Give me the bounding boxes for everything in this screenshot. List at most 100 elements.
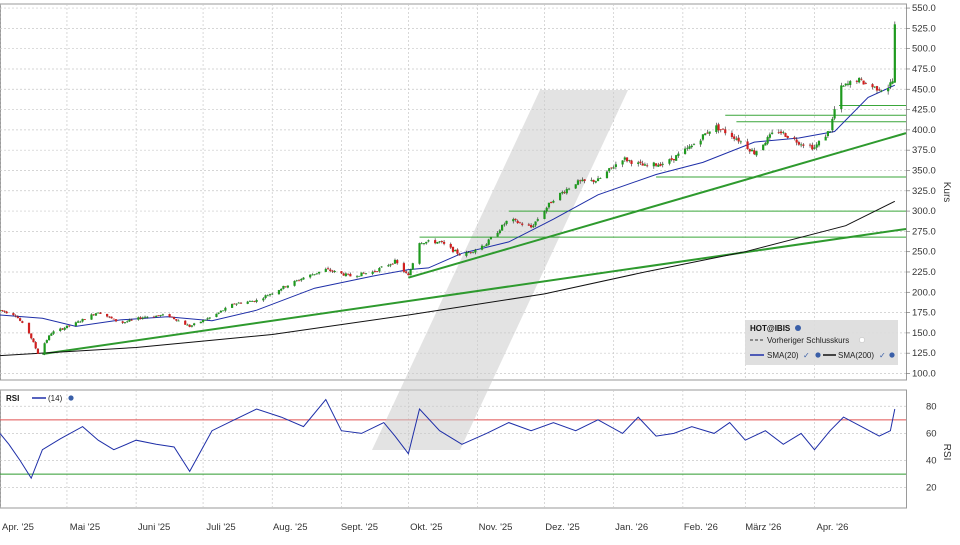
rsi-tick-label: 80 — [926, 401, 937, 412]
candle-body — [559, 192, 562, 201]
candle-body — [708, 131, 711, 134]
candle-body — [469, 251, 472, 253]
candle-body — [592, 179, 595, 182]
prev-close-toggle-icon[interactable] — [859, 337, 865, 343]
candle-body — [204, 319, 207, 321]
candle-body — [255, 299, 258, 302]
candlesticks — [0, 21, 896, 356]
candle-body — [277, 290, 281, 295]
rsi-settings-icon[interactable] — [68, 395, 74, 401]
candle-body — [186, 324, 189, 326]
time-tick-label: Juni '25 — [138, 522, 170, 533]
candle-body — [235, 303, 238, 305]
candle-body — [753, 150, 756, 155]
candle-body — [505, 220, 508, 224]
candle-body — [407, 273, 410, 276]
legend-sma200: SMA(200) — [838, 351, 874, 360]
candle-body — [373, 271, 376, 273]
candle-body — [639, 161, 642, 163]
candle-body — [92, 314, 95, 316]
candle-body — [106, 313, 109, 317]
candle-body — [297, 280, 301, 282]
candle-body — [784, 133, 787, 137]
candle-body — [77, 321, 80, 323]
price-legend: HOT@IBIS Vorheriger Schlusskurs SMA(20) … — [745, 320, 898, 365]
candle-body — [833, 109, 836, 119]
candle-body — [18, 318, 22, 321]
candle-body — [302, 277, 305, 280]
candle-body — [771, 132, 774, 134]
candle-body — [90, 314, 93, 320]
candle-body — [831, 118, 834, 131]
candle-body — [739, 141, 742, 143]
sma200-check-icon[interactable]: ✓ — [879, 351, 886, 360]
candle-body — [842, 85, 845, 87]
candle-body — [112, 318, 115, 320]
candle-body — [143, 316, 147, 318]
candle-body — [123, 322, 127, 323]
candle-body — [652, 162, 655, 167]
candle-body — [880, 90, 883, 92]
candle-body — [844, 83, 847, 86]
candle-body — [83, 319, 86, 321]
candle-body — [467, 252, 470, 254]
candle-body — [52, 331, 55, 334]
time-tick-label: März '26 — [745, 522, 781, 533]
sma200-settings-icon[interactable] — [889, 352, 895, 358]
candle-body — [875, 86, 879, 91]
candle-body — [750, 149, 754, 152]
candle-body — [427, 240, 430, 242]
candle-body — [355, 276, 359, 278]
candle-body — [661, 163, 664, 165]
candle-body — [717, 124, 720, 131]
candle-body — [313, 274, 316, 276]
candle-body — [43, 343, 46, 355]
sma20-check-icon[interactable]: ✓ — [803, 351, 810, 360]
price-tick-label: 350.0 — [912, 165, 936, 176]
candle-body — [846, 83, 850, 85]
candle-body — [855, 80, 859, 82]
time-tick-label: Jan. '26 — [615, 522, 648, 533]
candle-body — [683, 148, 687, 154]
candle-body — [458, 254, 461, 256]
candle-body — [188, 324, 191, 327]
candle-body — [14, 315, 17, 317]
candle-body — [721, 128, 725, 130]
candle-body — [239, 302, 243, 304]
candle-body — [889, 82, 892, 87]
candle-body — [521, 223, 524, 225]
candle-body — [438, 241, 441, 243]
candle-body — [63, 327, 66, 330]
candle-body — [817, 141, 821, 146]
candle-body — [483, 246, 486, 247]
time-tick-label: Apr. '25 — [2, 522, 34, 533]
sma20-settings-icon[interactable] — [815, 352, 821, 358]
candle-body — [690, 145, 693, 148]
candle-body — [30, 333, 33, 339]
candle-body — [146, 316, 149, 318]
legend-instrument: HOT@IBIS — [750, 324, 791, 333]
moving-averages — [0, 84, 896, 357]
instrument-info-icon[interactable] — [795, 325, 801, 331]
candle-body — [777, 132, 780, 134]
candle-body — [21, 321, 24, 323]
candle-body — [251, 301, 254, 302]
candle-body — [409, 269, 412, 276]
candle-body — [612, 167, 615, 169]
candle-body — [418, 243, 421, 264]
candle-body — [172, 317, 176, 320]
candle-body — [768, 134, 771, 138]
candle-body — [590, 179, 593, 181]
candle-body — [686, 147, 689, 149]
candle-body — [74, 322, 77, 326]
candle-body — [387, 265, 390, 267]
candle-body — [371, 271, 374, 274]
candle-body — [454, 249, 457, 252]
candle-body — [315, 273, 318, 275]
candle-body — [608, 168, 611, 172]
price-tick-label: 425.0 — [912, 105, 936, 116]
price-tick-label: 525.0 — [912, 23, 936, 34]
candle-body — [380, 266, 383, 268]
candle-body — [654, 163, 658, 166]
legend-prev-close: Vorheriger Schlusskurs — [767, 336, 849, 345]
